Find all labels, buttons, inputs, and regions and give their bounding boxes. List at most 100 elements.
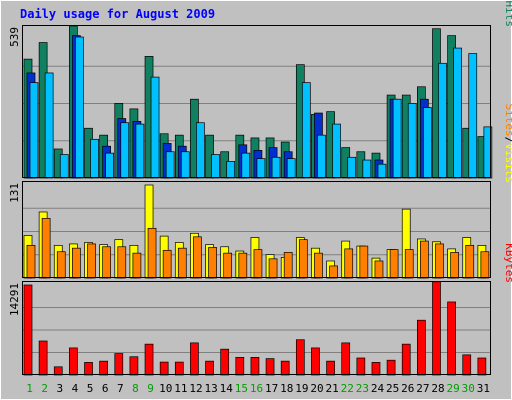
bar-kbytes-day-3	[53, 366, 63, 376]
x-tick-label-3: 3	[57, 382, 64, 395]
bar-sites-day-10	[162, 249, 172, 279]
bar-kbytes-day-31	[477, 357, 487, 376]
x-tick-label-26: 26	[401, 382, 414, 395]
legend-item-1: /	[503, 137, 512, 144]
bar-kbytes-day-4	[69, 347, 78, 376]
x-tick-label-15: 15	[235, 382, 248, 395]
bar-pages-day-7	[120, 122, 130, 179]
chart-panels: 539Pages/Files/Hits131Sites/Visits14291K…	[8, 0, 512, 376]
bar-sites-day-6	[102, 246, 111, 279]
bar-sites-day-5	[87, 243, 96, 279]
bar-kbytes-day-14	[220, 348, 230, 376]
bar-pages-day-1	[29, 82, 39, 179]
bar-sites-day-28	[435, 243, 444, 279]
bar-sites-day-3	[56, 251, 66, 279]
x-tick-label-28: 28	[431, 382, 444, 395]
bar-kbytes-day-21	[326, 360, 335, 376]
x-tick-label-23: 23	[356, 382, 369, 395]
bar-kbytes-day-6	[99, 360, 108, 376]
bar-sites-day-23	[359, 245, 369, 279]
x-tick-label-29: 29	[447, 382, 460, 395]
x-tick-label-25: 25	[386, 382, 399, 395]
x-tick-label-13: 13	[204, 382, 217, 395]
panel-border	[22, 25, 491, 178]
bar-sites-day-26	[404, 249, 414, 279]
bar-pages-day-17	[271, 156, 281, 179]
bar-pages-day-11	[180, 151, 190, 179]
x-axis-labels: 1 2 3 4 5 6 7 8 9 10 11 12 13 14 15 16 17 18 19 20 21 22 23 24 2…	[26, 382, 490, 395]
bar-sites-day-22	[344, 248, 354, 279]
bar-kbytes-day-22	[341, 342, 351, 376]
bar-pages-day-12	[196, 122, 205, 179]
x-tick-label-6: 6	[102, 382, 109, 395]
bar-sites-day-25	[389, 249, 399, 279]
bar-sites-day-30	[465, 244, 475, 279]
legend-item-4: Hits	[503, 1, 512, 28]
bar-sites-day-19	[298, 239, 308, 279]
bar-kbytes-day-11	[174, 361, 184, 376]
bar-kbytes-day-24	[371, 362, 381, 376]
x-tick-label-24: 24	[371, 382, 385, 395]
bar-pages-day-10	[165, 151, 175, 179]
legend-item-0: KBytes	[503, 243, 512, 283]
panel-kbytes: 14291 KBytes	[8, 243, 512, 376]
chart-title: Daily usage for August 2009	[20, 7, 215, 21]
bar-kbytes-day-2	[38, 340, 48, 376]
panel-border	[22, 181, 491, 278]
bar-sites-day-14	[223, 252, 233, 279]
bar-sites-day-7	[117, 246, 127, 279]
x-tick-label-12: 12	[189, 382, 202, 395]
bar-sites-day-15	[238, 252, 248, 279]
panel-sites-visits: 131 Sites/Visits	[8, 104, 512, 279]
bar-kbytes-day-19	[295, 339, 305, 376]
legend-item-3: /	[503, 0, 512, 1]
bar-kbytes-day-13	[205, 360, 214, 376]
bar-pages-day-28	[438, 62, 447, 179]
bar-kbytes-day-30	[462, 354, 472, 376]
bar-pages-day-25	[392, 98, 402, 179]
bar-sites-day-24	[374, 260, 384, 279]
bar-sites-day-9	[147, 227, 157, 279]
panel-max-label: 131	[8, 183, 21, 203]
bar-sites-day-1	[26, 244, 36, 279]
x-tick-label-14: 14	[220, 382, 234, 395]
legend-item-0: Sites	[503, 104, 512, 137]
bar-kbytes-day-23	[356, 357, 366, 376]
x-tick-label-17: 17	[265, 382, 278, 395]
bar-kbytes-day-26	[401, 343, 411, 376]
bar-sites-day-29	[450, 252, 459, 279]
bar-pages-day-27	[423, 107, 432, 179]
x-tick-label-8: 8	[132, 382, 139, 395]
bar-sites-day-18	[283, 252, 293, 279]
bar-sites-day-12	[193, 236, 202, 279]
bar-sites-day-8	[132, 252, 142, 279]
panel-legend: KBytes	[503, 243, 512, 283]
bar-kbytes-day-8	[129, 356, 139, 376]
panel-border	[22, 281, 491, 375]
bar-kbytes-day-1	[23, 284, 33, 376]
x-tick-label-30: 30	[462, 382, 475, 395]
bar-sites-day-11	[177, 247, 187, 279]
bar-kbytes-day-20	[311, 347, 320, 376]
bar-pages-day-19	[301, 82, 311, 179]
bar-sites-day-4	[72, 247, 81, 279]
bar-pages-day-30	[468, 53, 478, 179]
bar-kbytes-day-17	[265, 358, 275, 376]
panel-max-label: 14291	[8, 283, 21, 316]
bar-sites-day-27	[420, 240, 429, 279]
bar-pages-day-29	[453, 47, 462, 179]
bar-pages-day-24	[377, 163, 387, 179]
x-tick-label-18: 18	[280, 382, 293, 395]
bar-pages-day-15	[241, 152, 251, 179]
bar-pages-day-21	[332, 123, 341, 179]
bar-kbytes-day-12	[190, 342, 199, 376]
bar-pages-day-13	[211, 154, 220, 179]
bar-sites-day-2	[41, 218, 51, 279]
x-tick-label-7: 7	[117, 382, 124, 395]
bar-sites-day-13	[208, 247, 217, 279]
bar-pages-day-3	[59, 154, 69, 179]
bar-pages-day-26	[407, 103, 417, 179]
x-tick-label-20: 20	[310, 382, 323, 395]
bar-kbytes-day-25	[386, 359, 396, 376]
